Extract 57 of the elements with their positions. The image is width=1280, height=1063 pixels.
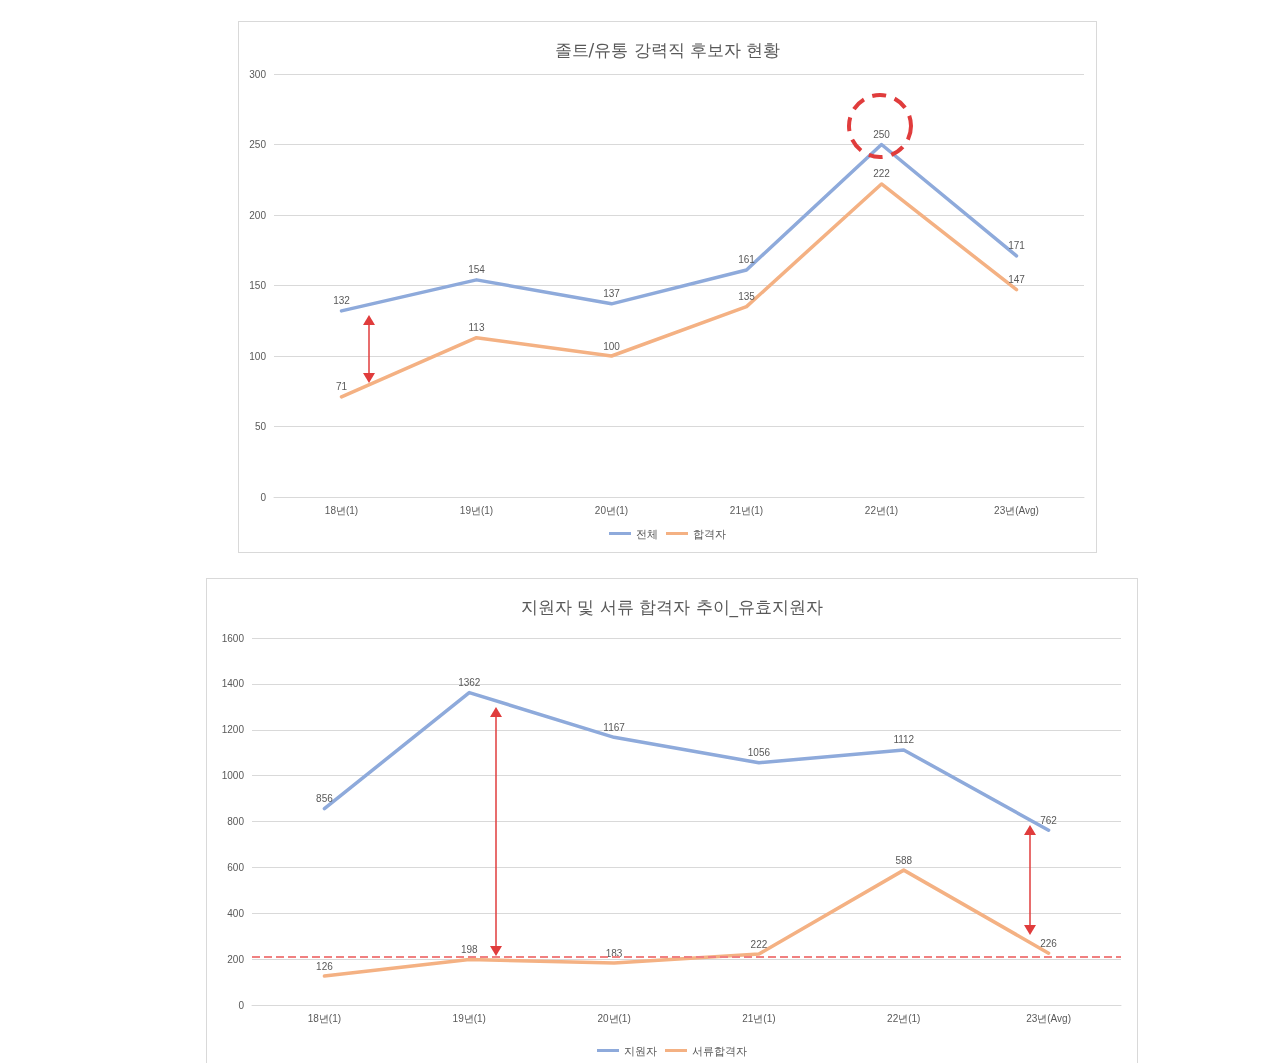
- data-label: 100: [603, 340, 621, 352]
- chart-title: 졸트/유통 강력직 후보자 현황: [554, 39, 781, 60]
- data-label: 161: [738, 254, 756, 266]
- data-label: 1056: [747, 747, 771, 759]
- y-tick-label: 300: [249, 68, 267, 80]
- x-tick-label: 18년(1): [324, 504, 359, 516]
- x-tick-label: 22년(1): [864, 504, 899, 516]
- y-tick-label: 150: [249, 280, 267, 291]
- x-tick-label: 20년(1): [597, 1012, 631, 1024]
- x-tick-label: 23년(Avg): [1026, 1012, 1072, 1024]
- y-tick-label: 250: [249, 139, 267, 150]
- data-label: 1167: [603, 721, 626, 733]
- y-tick-label: 0: [260, 491, 267, 503]
- y-tick-label: 1200: [221, 724, 245, 736]
- chart-title: 지원자 및 서류 합격자 추이_유효지원자: [520, 596, 824, 618]
- data-label: 226: [1040, 937, 1058, 949]
- legend-label: 합격자: [693, 527, 726, 540]
- y-tick-label: 1000: [221, 770, 245, 782]
- data-label: 147: [1008, 274, 1026, 286]
- data-label: 171: [1008, 240, 1026, 252]
- data-label: 588: [895, 854, 913, 866]
- x-tick-label: 20년(1): [594, 504, 629, 516]
- legend-label: 서류합격자: [692, 1044, 747, 1057]
- data-label: 222: [873, 168, 891, 180]
- y-tick-label: 200: [227, 953, 245, 965]
- x-tick-label: 22년(1): [887, 1012, 921, 1024]
- y-tick-label: 100: [249, 350, 267, 362]
- data-label: 762: [1040, 814, 1058, 826]
- legend-label: 전체: [636, 527, 658, 540]
- data-label: 132: [333, 295, 351, 307]
- data-label: 71: [335, 381, 348, 393]
- data-label: 856: [316, 793, 334, 805]
- y-tick-label: 50: [254, 421, 267, 432]
- legend-label: 지원자: [624, 1044, 657, 1057]
- y-tick-label: 600: [227, 861, 245, 873]
- data-label: 1112: [893, 734, 915, 746]
- x-tick-label: 18년(1): [307, 1012, 342, 1024]
- y-tick-label: 1600: [221, 632, 245, 644]
- data-label: 135: [738, 291, 756, 303]
- data-label: 1362: [458, 677, 481, 689]
- data-label: 113: [468, 322, 485, 334]
- data-label: 137: [603, 288, 621, 300]
- x-tick-label: 21년(1): [742, 1012, 776, 1024]
- x-tick-label: 19년(1): [452, 1012, 486, 1024]
- data-label: 198: [460, 944, 479, 956]
- data-label: 154: [468, 264, 486, 276]
- data-label: 222: [750, 938, 768, 950]
- y-tick-label: 200: [249, 209, 267, 221]
- y-tick-label: 400: [227, 907, 245, 919]
- x-tick-label: 23년(Avg): [994, 504, 1039, 516]
- data-label: 250: [873, 129, 891, 140]
- y-tick-label: 1400: [221, 678, 245, 690]
- x-tick-label: 21년(1): [729, 504, 764, 516]
- data-label: 126: [316, 960, 334, 972]
- y-tick-label: 800: [227, 816, 245, 827]
- y-tick-label: 0: [238, 999, 245, 1011]
- x-tick-label: 19년(1): [459, 504, 494, 516]
